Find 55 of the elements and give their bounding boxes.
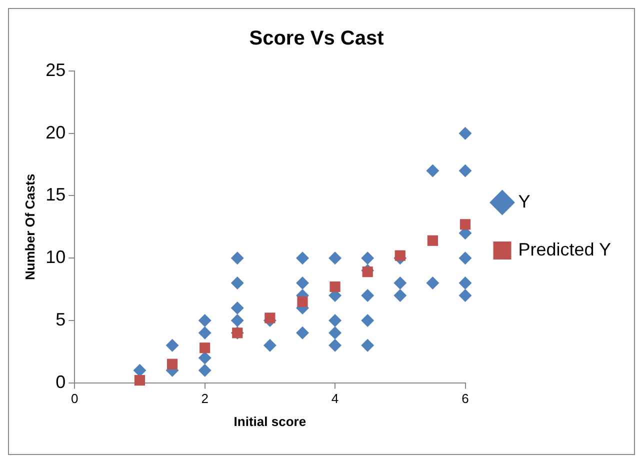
point: [297, 296, 308, 308]
point: [458, 276, 472, 290]
point: [166, 338, 179, 352]
y-tick-label: 25: [46, 60, 66, 80]
y-tick-label: 0: [56, 372, 66, 392]
point: [198, 351, 212, 364]
point: [328, 252, 342, 265]
point: [296, 276, 309, 290]
point: [264, 312, 276, 324]
point: [198, 314, 212, 327]
chart-title: Score Vs Cast: [249, 28, 384, 50]
point: [230, 252, 244, 265]
point: [361, 288, 374, 302]
point: [361, 338, 374, 352]
point: [394, 276, 407, 290]
point: [198, 326, 212, 340]
point: [458, 288, 472, 302]
point: [361, 252, 374, 265]
y-tick-label: 20: [46, 122, 66, 142]
x-tick-label: 4: [331, 391, 339, 406]
point: [296, 326, 309, 340]
x-axis-title: Initial score: [234, 414, 306, 429]
point: [133, 364, 146, 377]
point: [263, 338, 276, 352]
x-tick-label: 2: [201, 391, 208, 406]
point: [166, 358, 178, 370]
point: [198, 364, 212, 377]
point: [230, 276, 244, 290]
point: [394, 288, 407, 302]
point: [458, 126, 472, 140]
legend-label: Y: [518, 191, 530, 212]
point: [330, 281, 340, 292]
point: [394, 250, 406, 261]
point: [426, 276, 440, 290]
point: [296, 252, 309, 265]
x-tick-label: 0: [71, 391, 78, 406]
y-tick-label: 5: [56, 309, 66, 330]
x-tick-label: 6: [462, 391, 469, 406]
point: [328, 338, 342, 352]
point: [361, 314, 374, 327]
point: [458, 164, 472, 178]
point: [426, 164, 440, 178]
point: [460, 219, 471, 230]
y-tick-label: 15: [46, 184, 66, 205]
point: [230, 314, 244, 327]
point: [328, 326, 342, 340]
point: [328, 314, 342, 327]
point: [200, 342, 210, 354]
legend-label: Predicted Y: [518, 239, 611, 260]
y-tick-label: 10: [46, 247, 66, 268]
point: [134, 375, 146, 386]
point: [230, 301, 244, 314]
point: [458, 252, 472, 265]
point: [427, 235, 438, 246]
y-axis-title: Number Of Casts: [22, 174, 38, 280]
